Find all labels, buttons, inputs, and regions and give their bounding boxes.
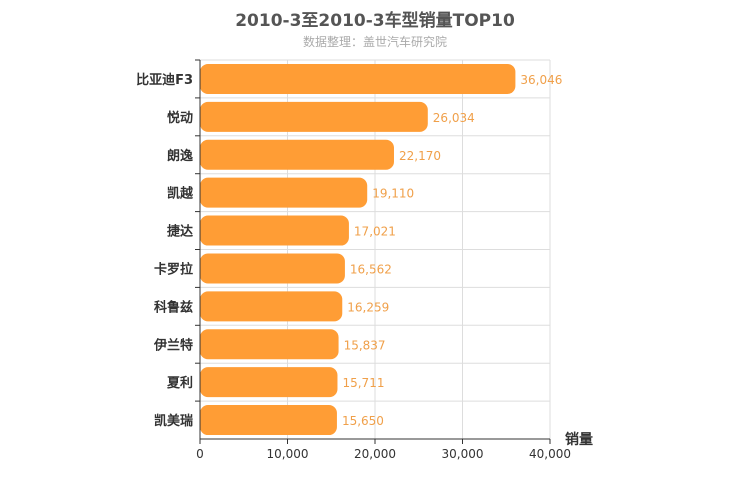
category-label: 凯美瑞	[154, 413, 193, 429]
data-label: 15,650	[342, 414, 384, 428]
tick-label: 0	[196, 447, 204, 461]
category-label: 凯越	[167, 186, 194, 202]
data-label: 15,837	[344, 338, 386, 352]
chart-subtitle: 数据整理：盖世汽车研究院	[302, 35, 447, 49]
bar	[200, 63, 516, 94]
category-label: 卡罗拉	[154, 261, 193, 277]
category-label: 朗逸	[167, 148, 193, 164]
bar	[200, 177, 368, 208]
category-label: 比亚迪F3	[136, 72, 193, 88]
bar	[200, 101, 428, 132]
bar	[200, 253, 345, 284]
x-axis-title: 销量	[565, 431, 593, 448]
data-label: 36,046	[520, 73, 562, 87]
bar	[200, 405, 337, 436]
category-label: 悦动	[167, 110, 193, 126]
data-label: 15,711	[342, 376, 384, 390]
tick-label: 30,000	[442, 447, 484, 461]
category-label: 捷达	[167, 224, 193, 240]
bar	[200, 139, 394, 170]
data-label: 19,110	[372, 187, 414, 201]
data-label: 16,562	[350, 262, 392, 276]
bar	[200, 329, 339, 360]
tick-label: 40,000	[529, 447, 571, 461]
tick-label: 20,000	[354, 447, 396, 461]
category-label: 科鲁兹	[154, 299, 193, 315]
tick-label: 10,000	[267, 447, 309, 461]
labels: 36,046 比亚迪F3 26,034 悦动 22,170 朗逸 19,110 凯越 17,02…	[136, 72, 593, 461]
bar	[200, 291, 343, 322]
category-label: 夏利	[166, 375, 193, 391]
data-label: 22,170	[399, 149, 441, 163]
category-label: 伊兰特	[153, 337, 193, 353]
data-label: 26,034	[433, 111, 475, 125]
bar	[200, 215, 349, 246]
data-label: 16,259	[347, 300, 389, 314]
chart-title: 2010-3至2010-3车型销量TOP10	[235, 11, 515, 31]
data-label: 17,021	[354, 225, 396, 239]
bars	[200, 63, 516, 436]
axes	[195, 59, 551, 444]
bar	[200, 367, 338, 398]
